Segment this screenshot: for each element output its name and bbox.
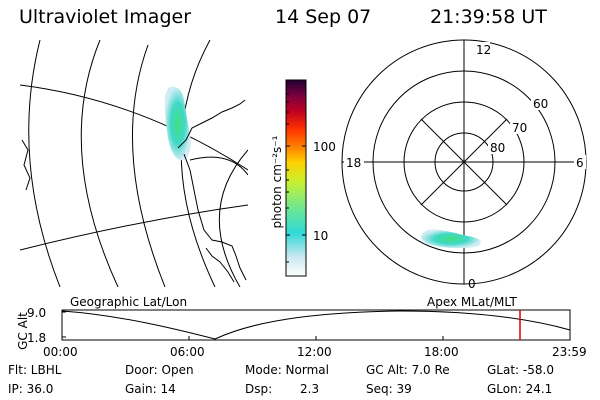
door-info: Door: Open <box>125 363 194 377</box>
orbit-altitude-curve <box>61 310 571 340</box>
altitude-min-label: 1.8 <box>27 331 47 345</box>
time-label: 21:39:58 UT <box>430 6 547 28</box>
dsp-value: 2.3 <box>300 382 320 396</box>
altitude-max-label: 9.0 <box>27 306 47 320</box>
mode-info: Mode: Normal <box>245 363 329 377</box>
altitude-plot-frame <box>61 309 571 341</box>
altitude-plot-ticks <box>62 311 444 340</box>
gc-alt-info: GC Alt: 7.0 Re <box>366 363 450 377</box>
geographic-map <box>20 40 248 287</box>
aurora-emission <box>164 86 191 161</box>
colorbar-tick-10: 10 <box>313 229 329 243</box>
coastline <box>21 99 248 283</box>
polar-lat-60: 60 <box>533 97 549 111</box>
polar-lat-70: 70 <box>512 121 528 135</box>
colorbar-unit-label: photon cm⁻²s⁻¹ <box>270 135 284 229</box>
polar-aurora-emission <box>420 229 481 249</box>
instrument-title: Ultraviolet Imager <box>19 6 192 28</box>
polar-label-12: 12 <box>476 43 492 57</box>
dsp-label: Dsp: <box>245 382 273 396</box>
glat-info: GLat: -58.0 <box>487 363 554 377</box>
glon-info: GLon: 24.1 <box>487 382 553 396</box>
date-label: 14 Sep 07 <box>275 6 372 28</box>
colorbar-tick-100: 100 <box>313 140 336 154</box>
polar-label-18: 18 <box>346 156 362 170</box>
ip-info: IP: 36.0 <box>8 382 54 396</box>
polar-label-6: 6 <box>576 156 584 170</box>
polar-label-0: 0 <box>468 277 476 291</box>
time-tick-1: 06:00 <box>170 345 205 359</box>
colorbar <box>285 79 307 277</box>
polar-lat-80: 80 <box>490 141 506 155</box>
filter-info: Flt: LBHL <box>8 363 62 377</box>
colorbar-ticks <box>286 93 306 263</box>
seq-info: Seq: 39 <box>366 382 412 396</box>
geographic-label: Geographic Lat/Lon <box>70 295 188 309</box>
time-tick-3: 18:00 <box>424 345 459 359</box>
time-tick-2: 12:00 <box>297 345 332 359</box>
gain-info: Gain: 14 <box>125 382 176 396</box>
time-tick-0: 00:00 <box>43 345 78 359</box>
time-tick-4: 23:59 <box>552 345 587 359</box>
apex-label: Apex MLat/MLT <box>427 295 517 309</box>
